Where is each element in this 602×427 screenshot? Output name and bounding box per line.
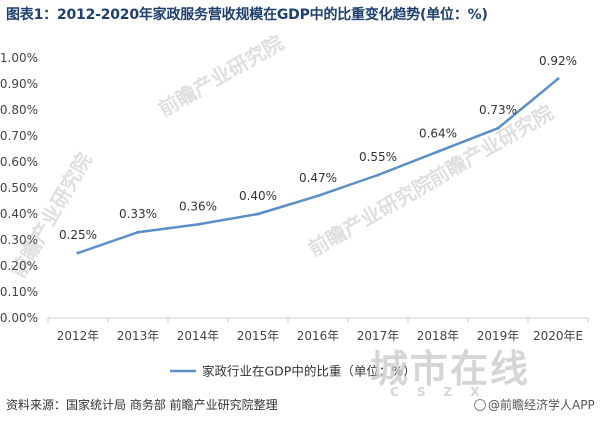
data-point [316,194,320,198]
legend-label: 家政行业在GDP中的比重（单位：%） [202,364,416,379]
x-tick-label: 2015年 [237,329,280,343]
x-tick-label: 2020年E [533,329,583,343]
x-tick-label: 2014年 [177,329,220,343]
y-tick-label: 1.00% [0,51,38,65]
x-tick-label: 2016年 [297,329,340,343]
data-point [256,212,260,216]
x-tick-label: 2013年 [117,329,160,343]
x-tick-label: 2012年 [57,329,100,343]
data-point [136,230,140,234]
y-tick-label: 0.30% [0,233,38,247]
source-note: 资料来源：国家统计局 商务部 前瞻产业研究院整理 [6,398,278,412]
y-tick-label: 0.90% [0,77,38,91]
data-point [556,77,560,81]
brand-credit: @前瞻经济学人APP [474,396,595,413]
x-tick-label: 2017年 [357,329,400,343]
y-tick-label: 0.80% [0,103,38,117]
y-tick-label: 0.60% [0,155,38,169]
data-point [196,222,200,226]
y-tick-label: 0.40% [0,207,38,221]
chart-title: 图表1：2012-2020年家政服务营收规模在GDP中的比重变化趋势(单位：%) [6,7,488,23]
data-label: 0.73% [479,103,517,117]
y-tick-label: 0.50% [0,181,38,195]
data-label: 0.40% [239,189,277,203]
data-label: 0.36% [179,199,217,213]
data-label: 0.92% [539,54,577,68]
data-label: 0.25% [59,228,97,242]
data-label: 0.47% [299,171,337,185]
data-label: 0.55% [359,150,397,164]
data-label: 0.64% [419,127,457,141]
y-tick-label: 0.20% [0,259,38,273]
x-tick-label: 2018年 [417,329,460,343]
y-tick-label: 0.70% [0,129,38,143]
brand-label: @前瞻经济学人APP [488,398,595,412]
data-point [436,150,440,154]
brand-logo-icon [474,399,486,411]
data-point [376,173,380,177]
x-tick-label: 2019年 [477,329,520,343]
data-point [76,251,80,255]
data-point [496,126,500,130]
y-tick-label: 0.00% [0,311,38,325]
data-label: 0.33% [119,207,157,221]
y-tick-label: 0.10% [0,285,38,299]
